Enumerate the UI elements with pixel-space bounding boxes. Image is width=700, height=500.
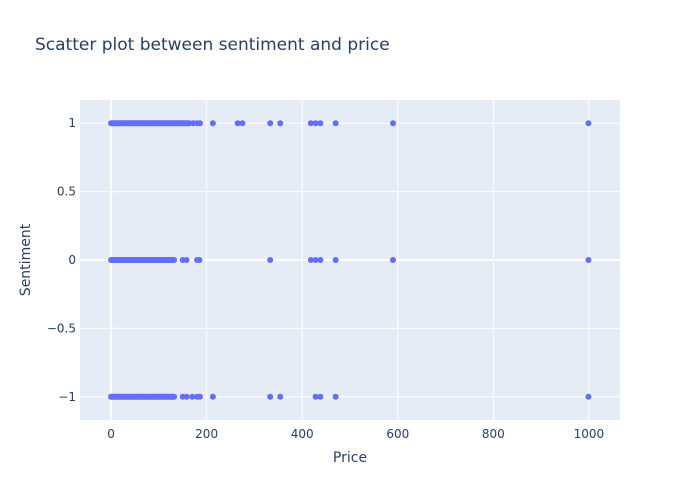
scatter-point (317, 257, 324, 263)
scatter-point (307, 257, 314, 263)
y-tick-label: −1 (58, 390, 76, 404)
scatter-point (312, 393, 319, 400)
scatter-point (267, 120, 274, 127)
x-tick-label: 1000 (574, 427, 605, 441)
scatter-point (585, 257, 592, 263)
grid-lines (80, 100, 620, 420)
scatter-point (585, 393, 592, 400)
scatter-point (332, 120, 339, 127)
scatter-point (332, 257, 339, 263)
scatter-point (234, 120, 241, 127)
y-tick-label: 1 (68, 116, 76, 130)
scatter-point (196, 393, 203, 400)
scatter-point (277, 120, 284, 127)
scatter-point (209, 393, 216, 400)
scatter-point (317, 120, 324, 127)
x-tick-label: 600 (386, 427, 409, 441)
scatter-point (239, 120, 246, 127)
tick-labels: 0 200 400 600 800 1000 −1 −0.5 0 0.5 1 (47, 116, 604, 441)
scatter-point (390, 120, 397, 127)
scatter-point (209, 120, 216, 127)
scatter-point (196, 257, 203, 263)
scatter-point (312, 257, 319, 263)
scatter-point (196, 120, 203, 127)
x-tick-label: 200 (195, 427, 218, 441)
scatter-point (183, 393, 190, 400)
data-points (108, 120, 592, 400)
scatter-point (332, 393, 339, 400)
scatter-point (171, 257, 178, 263)
scatter-point (189, 393, 196, 400)
scatter-point (183, 257, 190, 263)
y-axis-title: Sentiment (18, 223, 34, 296)
x-tick-label: 800 (482, 427, 505, 441)
scatter-point (171, 393, 178, 400)
y-tick-label: −0.5 (47, 321, 76, 335)
scatter-point (585, 120, 592, 127)
y-tick-label: 0.5 (57, 185, 76, 199)
chart-title: Scatter plot between sentiment and price (35, 35, 390, 55)
scatter-point (277, 393, 284, 400)
scatter-point (390, 257, 397, 263)
scatter-point (307, 120, 314, 127)
x-tick-label: 0 (107, 427, 115, 441)
scatter-point (267, 257, 274, 263)
scatter-point (317, 393, 324, 400)
x-tick-label: 400 (291, 427, 314, 441)
y-tick-label: 0 (68, 253, 76, 267)
scatter-point (312, 120, 319, 127)
scatter-point (267, 393, 274, 400)
x-axis-title: Price (333, 450, 367, 466)
